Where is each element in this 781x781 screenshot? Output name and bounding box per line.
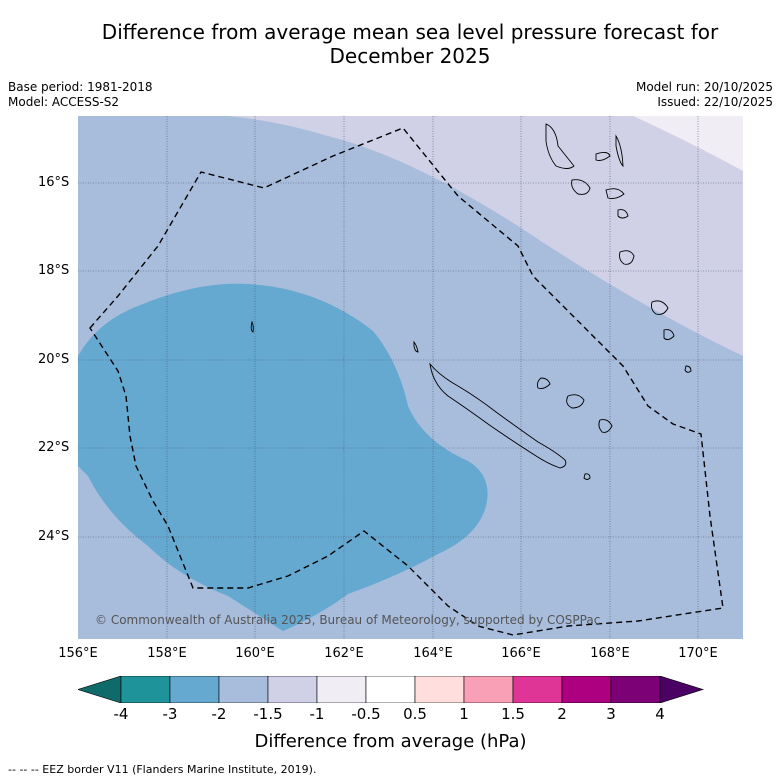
- colorbar-label: -1.5: [253, 705, 283, 723]
- map-svg: [78, 116, 743, 639]
- colorbar-label: 2: [557, 705, 567, 723]
- pressure-band-minus1: [633, 116, 743, 171]
- colorbar-extend-low: [78, 676, 122, 703]
- vanuatu-ambrym: [605, 188, 625, 199]
- colorbar-label: 1.5: [501, 705, 525, 723]
- lon-label-160e: 160°E: [235, 646, 275, 661]
- eez-footnote: -- -- -- EEZ border V11 (Flanders Marine…: [8, 763, 317, 776]
- lon-label-164e: 164°E: [413, 646, 453, 661]
- meta-right: Model run: 20/10/2025 Issued: 22/10/2025: [636, 80, 773, 110]
- new-caledonia-island: [429, 362, 567, 469]
- vanuatu-epi: [617, 209, 629, 219]
- lat-label-18s: 18°S: [38, 263, 70, 278]
- lon-label-162e: 162°E: [324, 646, 364, 661]
- colorbar-segment: [218, 676, 269, 703]
- chart-title-line1: Difference from average mean sea level p…: [101, 20, 719, 44]
- meta-left: Base period: 1981-2018 Model: ACCESS-S2: [8, 80, 153, 110]
- colorbar-label: 0.5: [403, 705, 427, 723]
- colorbar-segments: [78, 676, 705, 703]
- colorbar-segment: [316, 676, 367, 703]
- lon-label-158e: 158°E: [147, 646, 187, 661]
- colorbar-segment: [414, 676, 465, 703]
- vanuatu-pentecost: [615, 134, 624, 168]
- vanuatu-tanna: [663, 329, 675, 341]
- loyalty-island-3: [598, 419, 613, 433]
- base-period: Base period: 1981-2018: [8, 80, 153, 94]
- issued-date: Issued: 22/10/2025: [657, 95, 773, 109]
- vanuatu-maewo: [595, 151, 611, 161]
- belep-islands: [413, 340, 419, 353]
- chart-title: Difference from average mean sea level p…: [60, 20, 760, 68]
- lon-label-156e: 156°E: [58, 646, 98, 661]
- loyalty-island-1: [536, 377, 551, 389]
- colorbar-segment: [120, 676, 171, 703]
- map-panel: [78, 116, 743, 639]
- lon-label-166e: 166°E: [501, 646, 541, 661]
- colorbar-title: Difference from average (hPa): [254, 731, 527, 752]
- vanuatu-malekula: [571, 179, 591, 195]
- colorbar-segment: [365, 676, 416, 703]
- vanuatu-aneityum: [684, 365, 692, 373]
- colorbar: [78, 676, 705, 703]
- lat-label-16s: 16°S: [38, 175, 70, 190]
- vanuatu-erromango: [651, 300, 669, 315]
- pressure-band-minus1-5: [228, 116, 743, 356]
- lon-label-168e: 168°E: [590, 646, 630, 661]
- model-name: Model: ACCESS-S2: [8, 95, 120, 109]
- colorbar-segment: [463, 676, 514, 703]
- lat-label-20s: 20°S: [38, 352, 70, 367]
- colorbar-segment: [512, 676, 563, 703]
- vanuatu-efate: [619, 250, 635, 265]
- colorbar-label: 4: [655, 705, 665, 723]
- colorbar-label: -1: [309, 705, 325, 723]
- colorbar-label: -2: [211, 705, 227, 723]
- colorbar-segment: [169, 676, 220, 703]
- colorbar-segment: [267, 676, 318, 703]
- colorbar-segment: [610, 676, 661, 703]
- lat-label-22s: 22°S: [38, 440, 70, 455]
- colorbar-label: -3: [162, 705, 178, 723]
- lat-label-24s: 24°S: [38, 529, 70, 544]
- vanuatu-espiritu-santo: [545, 123, 575, 169]
- model-run: Model run: 20/10/2025: [635, 80, 773, 94]
- pressure-band-minus3: [78, 283, 488, 631]
- loyalty-island-2: [566, 394, 585, 409]
- lon-label-170e: 170°E: [678, 646, 718, 661]
- colorbar-label: -4: [113, 705, 129, 723]
- graticule: [78, 116, 743, 639]
- colorbar-extend-high: [659, 676, 705, 703]
- colorbar-label: -0.5: [351, 705, 381, 723]
- chesterfield-islands: [250, 320, 254, 333]
- colorbar-label: 1: [459, 705, 469, 723]
- eez-border: [89, 127, 724, 636]
- colorbar-label: 3: [606, 705, 616, 723]
- chart-title-line2: December 2025: [329, 44, 491, 68]
- copyright-notice: © Commonwealth of Australia 2025, Bureau…: [95, 613, 601, 627]
- colorbar-segment: [561, 676, 612, 703]
- isle-of-pines: [583, 473, 591, 480]
